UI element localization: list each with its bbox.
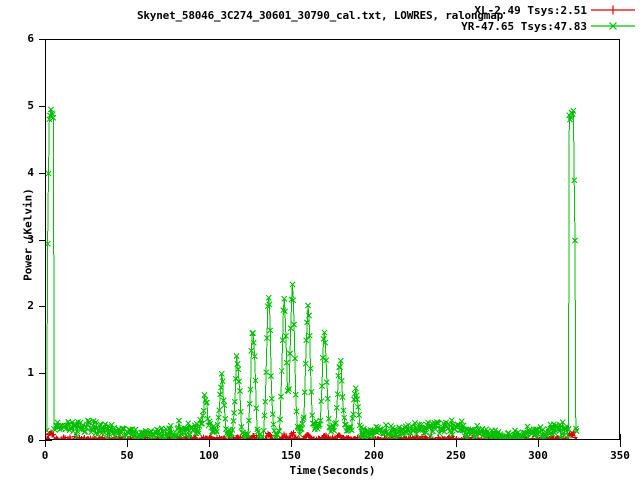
y-tick-label: 3 <box>27 233 34 246</box>
legend-marker-cross-icon <box>591 22 635 30</box>
legend-marker-plus-icon <box>591 5 635 15</box>
x-tick-mark <box>291 440 292 447</box>
legend: XL-2.49 Tsys:2.51 YR-47.65 Tsys:47.83 <box>461 3 635 33</box>
x-tick-mark <box>456 440 457 447</box>
x-tick-mark <box>620 440 621 447</box>
series-yr-trace <box>46 106 580 439</box>
x-tick-label: 150 <box>281 449 301 462</box>
legend-label-xl: XL-2.49 Tsys:2.51 <box>474 3 587 17</box>
x-tick-mark <box>209 440 210 447</box>
y-tick-mark <box>39 106 46 107</box>
y-tick-mark <box>39 306 46 307</box>
y-tick-label: 1 <box>27 366 34 379</box>
y-tick-mark <box>39 173 46 174</box>
y-tick-mark-inner <box>46 440 52 441</box>
data-traces <box>46 106 580 439</box>
x-tick-mark <box>538 440 539 447</box>
x-tick-label: 100 <box>199 449 219 462</box>
x-tick-label: 50 <box>120 449 134 462</box>
x-tick-mark <box>374 440 375 447</box>
x-tick-label: 200 <box>364 449 384 462</box>
series-xl-trace <box>46 429 579 439</box>
y-tick-label: 6 <box>27 32 34 45</box>
legend-item-xl: XL-2.49 Tsys:2.51 <box>474 3 635 17</box>
chart-title: Skynet_58046_3C274_30601_30790_cal.txt, … <box>136 9 504 22</box>
y-tick-label: 2 <box>27 299 34 312</box>
plot-area <box>45 39 620 440</box>
y-tick-label: 0 <box>27 433 34 446</box>
legend-label-yr: YR-47.65 Tsys:47.83 <box>461 19 587 33</box>
x-tick-label: 300 <box>528 449 548 462</box>
y-tick-mark <box>39 373 46 374</box>
x-tick-mark-inner <box>620 434 621 440</box>
x-tick-mark <box>127 440 128 447</box>
y-tick-mark <box>39 39 46 40</box>
y-tick-label: 4 <box>27 166 34 179</box>
y-tick-label: 5 <box>27 99 34 112</box>
legend-item-yr: YR-47.65 Tsys:47.83 <box>461 19 635 33</box>
y-tick-mark <box>39 440 46 441</box>
x-tick-label: 350 <box>610 449 630 462</box>
y-tick-mark <box>39 240 46 241</box>
x-tick-label: 250 <box>446 449 466 462</box>
x-tick-label: 0 <box>41 449 49 462</box>
x-tick-mark <box>45 440 46 447</box>
x-axis-label: Time(Seconds) <box>289 464 376 477</box>
